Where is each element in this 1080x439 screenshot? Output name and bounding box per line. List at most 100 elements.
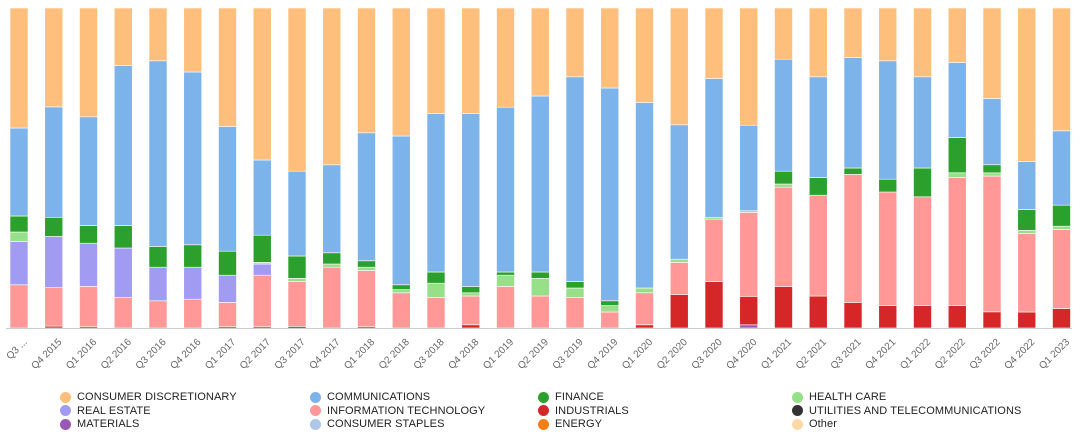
bar-segment-information-technology-q3-2018[interactable] [426, 297, 446, 329]
bar-segment-consumer-discretionary-q1-2020[interactable] [635, 7, 654, 103]
bar-segment-consumer-discretionary-q3-2022[interactable] [982, 7, 1002, 99]
bar-segment-consumer-discretionary-q3-2016[interactable] [148, 7, 168, 62]
bar-segment-consumer-discretionary-q3-2015[interactable] [9, 7, 29, 129]
legend-item-real-estate[interactable]: REAL ESTATE [60, 404, 151, 418]
bar-segment-finance-q2-2019[interactable] [530, 271, 550, 279]
bar-segment-finance-q1-2018[interactable] [357, 260, 376, 268]
bar-segment-communications-q1-2022[interactable] [913, 76, 932, 169]
bar-segment-communications-q4-2021[interactable] [878, 60, 898, 180]
bar-segment-information-technology-q4-2021[interactable] [878, 191, 898, 306]
bar-segment-information-technology-q2-2018[interactable] [391, 292, 411, 329]
bar-segment-communications-q4-2017[interactable] [322, 164, 342, 254]
bar-segment-consumer-discretionary-q1-2022[interactable] [913, 7, 932, 78]
bar-segment-finance-q3-2022[interactable] [982, 164, 1002, 174]
legend-item-energy[interactable]: ENERGY [538, 417, 602, 431]
bar-segment-information-technology-q4-2022[interactable] [1017, 233, 1037, 313]
bar-segment-finance-q1-2016[interactable] [79, 225, 98, 244]
bar-segment-industrials-q3-2020[interactable] [704, 281, 724, 329]
bar-segment-consumer-discretionary-q3-2017[interactable] [287, 7, 307, 172]
bar-segment-finance-q1-2019[interactable] [496, 271, 515, 276]
bar-segment-consumer-discretionary-q1-2016[interactable] [79, 7, 98, 118]
bar-segment-finance-q1-2022[interactable] [913, 167, 932, 198]
bar-segment-communications-q2-2020[interactable] [669, 124, 689, 260]
bar-segment-information-technology-q3-2017[interactable] [287, 281, 307, 327]
bar-segment-consumer-discretionary-q1-2023[interactable] [1052, 7, 1071, 132]
bar-segment-finance-q3-2019[interactable] [565, 281, 585, 289]
bar-segment-information-technology-q1-2020[interactable] [635, 292, 654, 326]
bar-segment-information-technology-q1-2016[interactable] [79, 286, 98, 327]
bar-segment-real-estate-q3-2016[interactable] [148, 266, 168, 302]
legend-item-finance[interactable]: FINANCE [538, 390, 604, 404]
bar-segment-real-estate-q4-2016[interactable] [183, 266, 203, 300]
bar-segment-consumer-discretionary-q4-2020[interactable] [739, 7, 759, 126]
legend-item-communications[interactable]: COMMUNICATIONS [310, 390, 430, 404]
bar-segment-real-estate-q2-2017[interactable] [252, 263, 272, 276]
bar-segment-information-technology-q2-2016[interactable] [113, 297, 133, 329]
bar-segment-communications-q1-2021[interactable] [774, 58, 793, 172]
bar-segment-consumer-discretionary-q2-2022[interactable] [947, 7, 967, 63]
bar-segment-information-technology-q3-2019[interactable] [565, 297, 585, 329]
bar-segment-consumer-discretionary-q3-2021[interactable] [843, 7, 863, 58]
bar-segment-communications-q2-2022[interactable] [947, 62, 967, 138]
bar-segment-finance-q4-2019[interactable] [600, 300, 620, 306]
bar-segment-industrials-q4-2021[interactable] [878, 305, 898, 329]
bar-segment-communications-q2-2017[interactable] [252, 159, 272, 236]
bar-segment-information-technology-q4-2016[interactable] [183, 298, 203, 329]
bar-segment-consumer-discretionary-q1-2017[interactable] [218, 7, 237, 127]
bar-segment-consumer-discretionary-q1-2019[interactable] [496, 7, 515, 108]
bar-segment-finance-q3-2018[interactable] [426, 271, 446, 284]
legend-item-consumer-staples[interactable]: CONSUMER STAPLES [310, 417, 445, 431]
bar-segment-health-care-q3-2018[interactable] [426, 282, 446, 298]
legend-item-health-care[interactable]: HEALTH CARE [792, 390, 886, 404]
bar-segment-finance-q2-2017[interactable] [252, 234, 272, 263]
legend-item-industrials[interactable]: INDUSTRIALS [538, 404, 629, 418]
bar-segment-communications-q1-2017[interactable] [218, 126, 237, 252]
bar-segment-health-care-q4-2019[interactable] [600, 305, 620, 313]
bar-segment-finance-q4-2022[interactable] [1017, 209, 1037, 231]
bar-segment-industrials-q3-2021[interactable] [843, 302, 863, 329]
bar-segment-finance-q2-2018[interactable] [391, 284, 411, 290]
bar-segment-communications-q2-2021[interactable] [808, 76, 828, 178]
bar-segment-information-technology-q2-2020[interactable] [669, 262, 689, 295]
bar-segment-communications-q3-2018[interactable] [426, 113, 446, 273]
bar-segment-information-technology-q1-2021[interactable] [774, 186, 793, 287]
bar-segment-communications-q3-2017[interactable] [287, 170, 307, 257]
bar-segment-information-technology-q2-2017[interactable] [252, 274, 272, 327]
bar-segment-consumer-discretionary-q2-2021[interactable] [808, 7, 828, 78]
bar-segment-consumer-discretionary-q3-2020[interactable] [704, 7, 724, 79]
bar-segment-information-technology-q3-2015[interactable] [9, 284, 29, 329]
bar-segment-industrials-q4-2022[interactable] [1017, 311, 1037, 329]
bar-segment-finance-q4-2018[interactable] [461, 286, 481, 294]
bar-segment-communications-q3-2020[interactable] [704, 78, 724, 218]
bar-segment-communications-q3-2019[interactable] [565, 76, 585, 282]
bar-segment-consumer-discretionary-q4-2018[interactable] [461, 7, 481, 114]
bar-segment-information-technology-q4-2020[interactable] [739, 212, 759, 297]
bar-segment-finance-q3-2017[interactable] [287, 255, 307, 279]
bar-segment-finance-q4-2015[interactable] [44, 216, 64, 237]
bar-segment-health-care-q3-2022[interactable] [982, 172, 1002, 177]
bar-segment-real-estate-q1-2017[interactable] [218, 274, 237, 303]
bar-segment-information-technology-q3-2022[interactable] [982, 175, 1002, 313]
legend-item-utilities-and-telecommunications[interactable]: UTILITIES AND TELECOMMUNICATIONS [792, 404, 1021, 418]
bar-segment-consumer-discretionary-q1-2021[interactable] [774, 7, 793, 60]
legend-item-information-technology[interactable]: INFORMATION TECHNOLOGY [310, 404, 485, 418]
bar-segment-consumer-discretionary-q4-2016[interactable] [183, 7, 203, 73]
bar-segment-materials-q4-2020[interactable] [739, 324, 759, 329]
bar-segment-health-care-q1-2019[interactable] [496, 274, 515, 287]
bar-segment-consumer-discretionary-q1-2018[interactable] [357, 7, 376, 134]
bar-segment-health-care-q2-2020[interactable] [669, 258, 689, 263]
bar-segment-communications-q4-2015[interactable] [44, 106, 64, 218]
bar-segment-consumer-discretionary-q2-2017[interactable] [252, 7, 272, 161]
bar-segment-real-estate-q2-2016[interactable] [113, 247, 133, 298]
bar-segment-communications-q1-2019[interactable] [496, 106, 515, 273]
bar-segment-finance-q2-2016[interactable] [113, 225, 133, 249]
bar-segment-information-technology-q3-2016[interactable] [148, 300, 168, 329]
bar-segment-industrials-q3-2022[interactable] [982, 311, 1002, 329]
bar-segment-information-technology-q1-2019[interactable] [496, 286, 515, 329]
bar-segment-consumer-discretionary-q4-2021[interactable] [878, 7, 898, 62]
bar-segment-health-care-q1-2023[interactable] [1052, 225, 1071, 230]
bar-segment-information-technology-q1-2017[interactable] [218, 302, 237, 327]
bar-segment-communications-q2-2018[interactable] [391, 135, 411, 286]
bar-segment-consumer-discretionary-q4-2017[interactable] [322, 7, 342, 166]
bar-segment-consumer-discretionary-q2-2019[interactable] [530, 7, 550, 97]
